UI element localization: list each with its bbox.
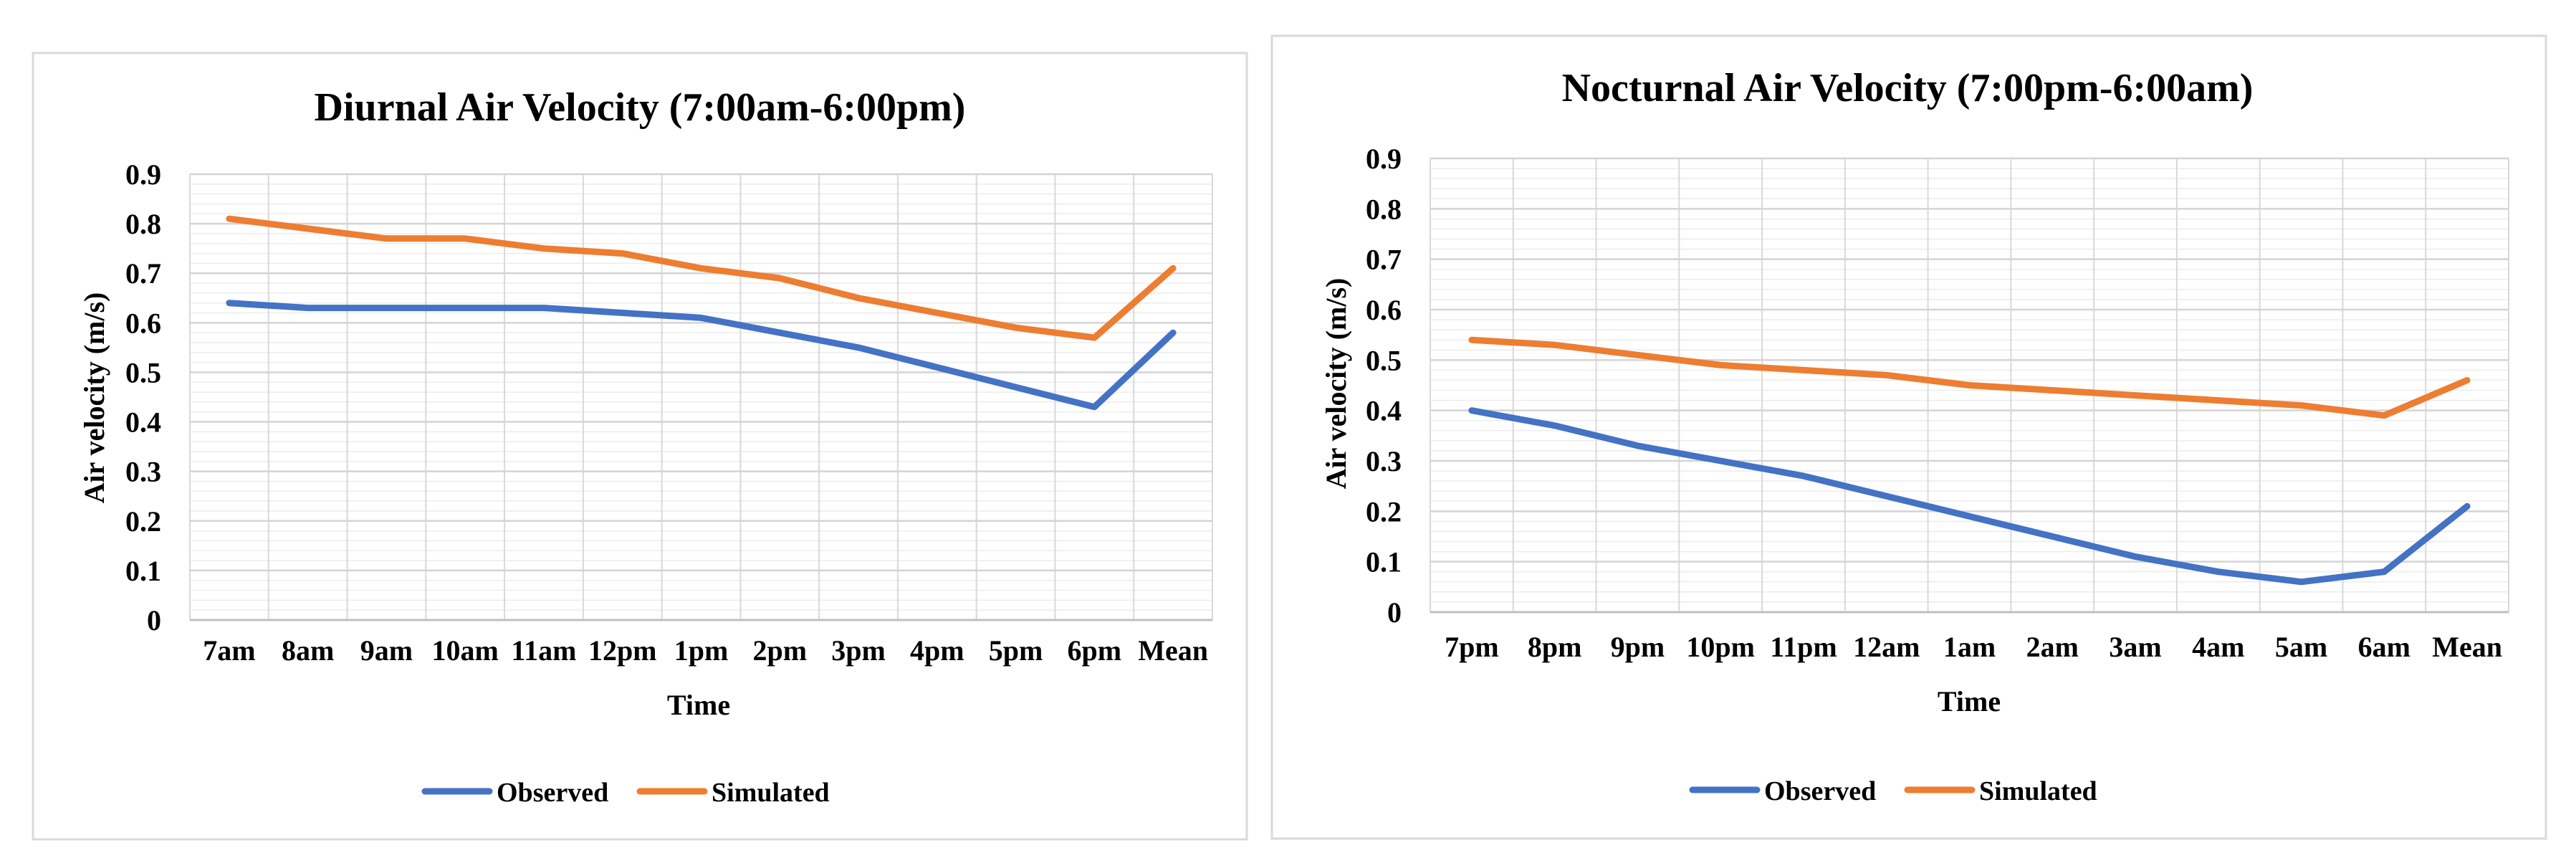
x-tick-label: Mean [2432,631,2502,663]
x-tick-label: 6pm [1068,634,1122,667]
x-tick-label: 7pm [1445,631,1499,663]
nocturnal-chart: Nocturnal Air Velocity (7:00pm-6:00am) 0… [1270,34,2547,840]
x-tick-label: 5pm [989,634,1043,667]
diurnal-observed-line [226,300,1177,411]
y-tick-label: 0 [147,604,161,636]
x-tick-label: 11am [511,634,576,667]
x-tick-label: Mean [1138,634,1208,667]
diurnal-simulated-line [226,215,1177,341]
x-tick-label: 10pm [1686,631,1755,663]
y-tick-label: 0.9 [1366,143,1402,175]
nocturnal-observed-line [1468,407,2471,586]
y-tick-label: 0.7 [1366,244,1402,276]
y-tick-label: 0.5 [1366,344,1402,376]
y-tick-label: 0.3 [1366,445,1402,477]
nocturnal-simulated-line [1468,336,2471,419]
diurnal-chart: Diurnal Air Velocity (7:00am-6:00pm) 0 0.… [32,52,1248,841]
y-tick-label: 0.1 [1366,546,1402,578]
x-tick-label: 12pm [588,634,657,667]
x-tick-label: 3pm [831,634,886,667]
x-tick-label: 2am [2026,631,2079,663]
diurnal-y-axis-label: Air velocity (m/s) [78,292,110,504]
x-tick-label: 4pm [910,634,964,667]
nocturnal-chart-title: Nocturnal Air Velocity (7:00pm-6:00am) [1562,66,2254,110]
x-tick-label: 4am [2192,631,2244,663]
legend-label-observed: Observed [497,778,608,808]
y-tick-label: 0.8 [1366,193,1402,225]
x-tick-label: 9pm [1611,631,1665,663]
legend-label-simulated: Simulated [1979,776,2097,806]
y-tick-label: 0.6 [125,307,161,339]
nocturnal-chart-frame [1270,34,2547,840]
nocturnal-x-axis-label: Time [1938,685,2001,717]
x-tick-label: 1pm [674,634,729,667]
legend-label-observed: Observed [1764,776,1876,806]
y-tick-label: 0.4 [1366,395,1402,427]
y-tick-label: 0.7 [125,257,161,290]
x-tick-label: 5am [2275,631,2327,663]
x-tick-label: 8pm [1528,631,1582,663]
diurnal-chart-frame [32,52,1248,841]
y-tick-label: 0.6 [1366,294,1402,326]
y-tick-label: 0.2 [125,505,161,538]
nocturnal-y-axis-label: Air velocity (m/s) [1320,278,1352,490]
x-tick-label: 6am [2358,631,2410,663]
diurnal-x-axis-label: Time [667,689,730,721]
x-tick-label: 8am [282,634,334,667]
x-tick-label: 10am [432,634,499,667]
x-tick-label: 3am [2109,631,2161,663]
y-tick-label: 0.8 [125,208,161,240]
y-tick-label: 0.5 [125,356,161,388]
y-tick-label: 0.2 [1366,495,1402,528]
x-tick-label: 12am [1853,631,1920,663]
y-tick-label: 0.3 [125,456,161,488]
y-tick-label: 0 [1387,596,1402,629]
x-tick-label: 2pm [752,634,807,667]
diurnal-chart-title: Diurnal Air Velocity (7:00am-6:00pm) [315,85,966,130]
x-tick-label: 9am [360,634,413,667]
legend-label-simulated: Simulated [712,778,830,808]
x-tick-label: 1am [1943,631,1996,663]
x-tick-label: 11pm [1770,631,1837,663]
y-tick-label: 0.9 [125,158,161,191]
y-tick-label: 0.4 [125,406,161,439]
y-tick-label: 0.1 [125,555,161,587]
x-tick-label: 7am [203,634,255,667]
